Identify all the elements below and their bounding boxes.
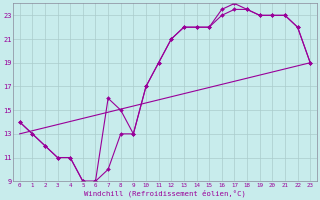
X-axis label: Windchill (Refroidissement éolien,°C): Windchill (Refroidissement éolien,°C): [84, 189, 246, 197]
